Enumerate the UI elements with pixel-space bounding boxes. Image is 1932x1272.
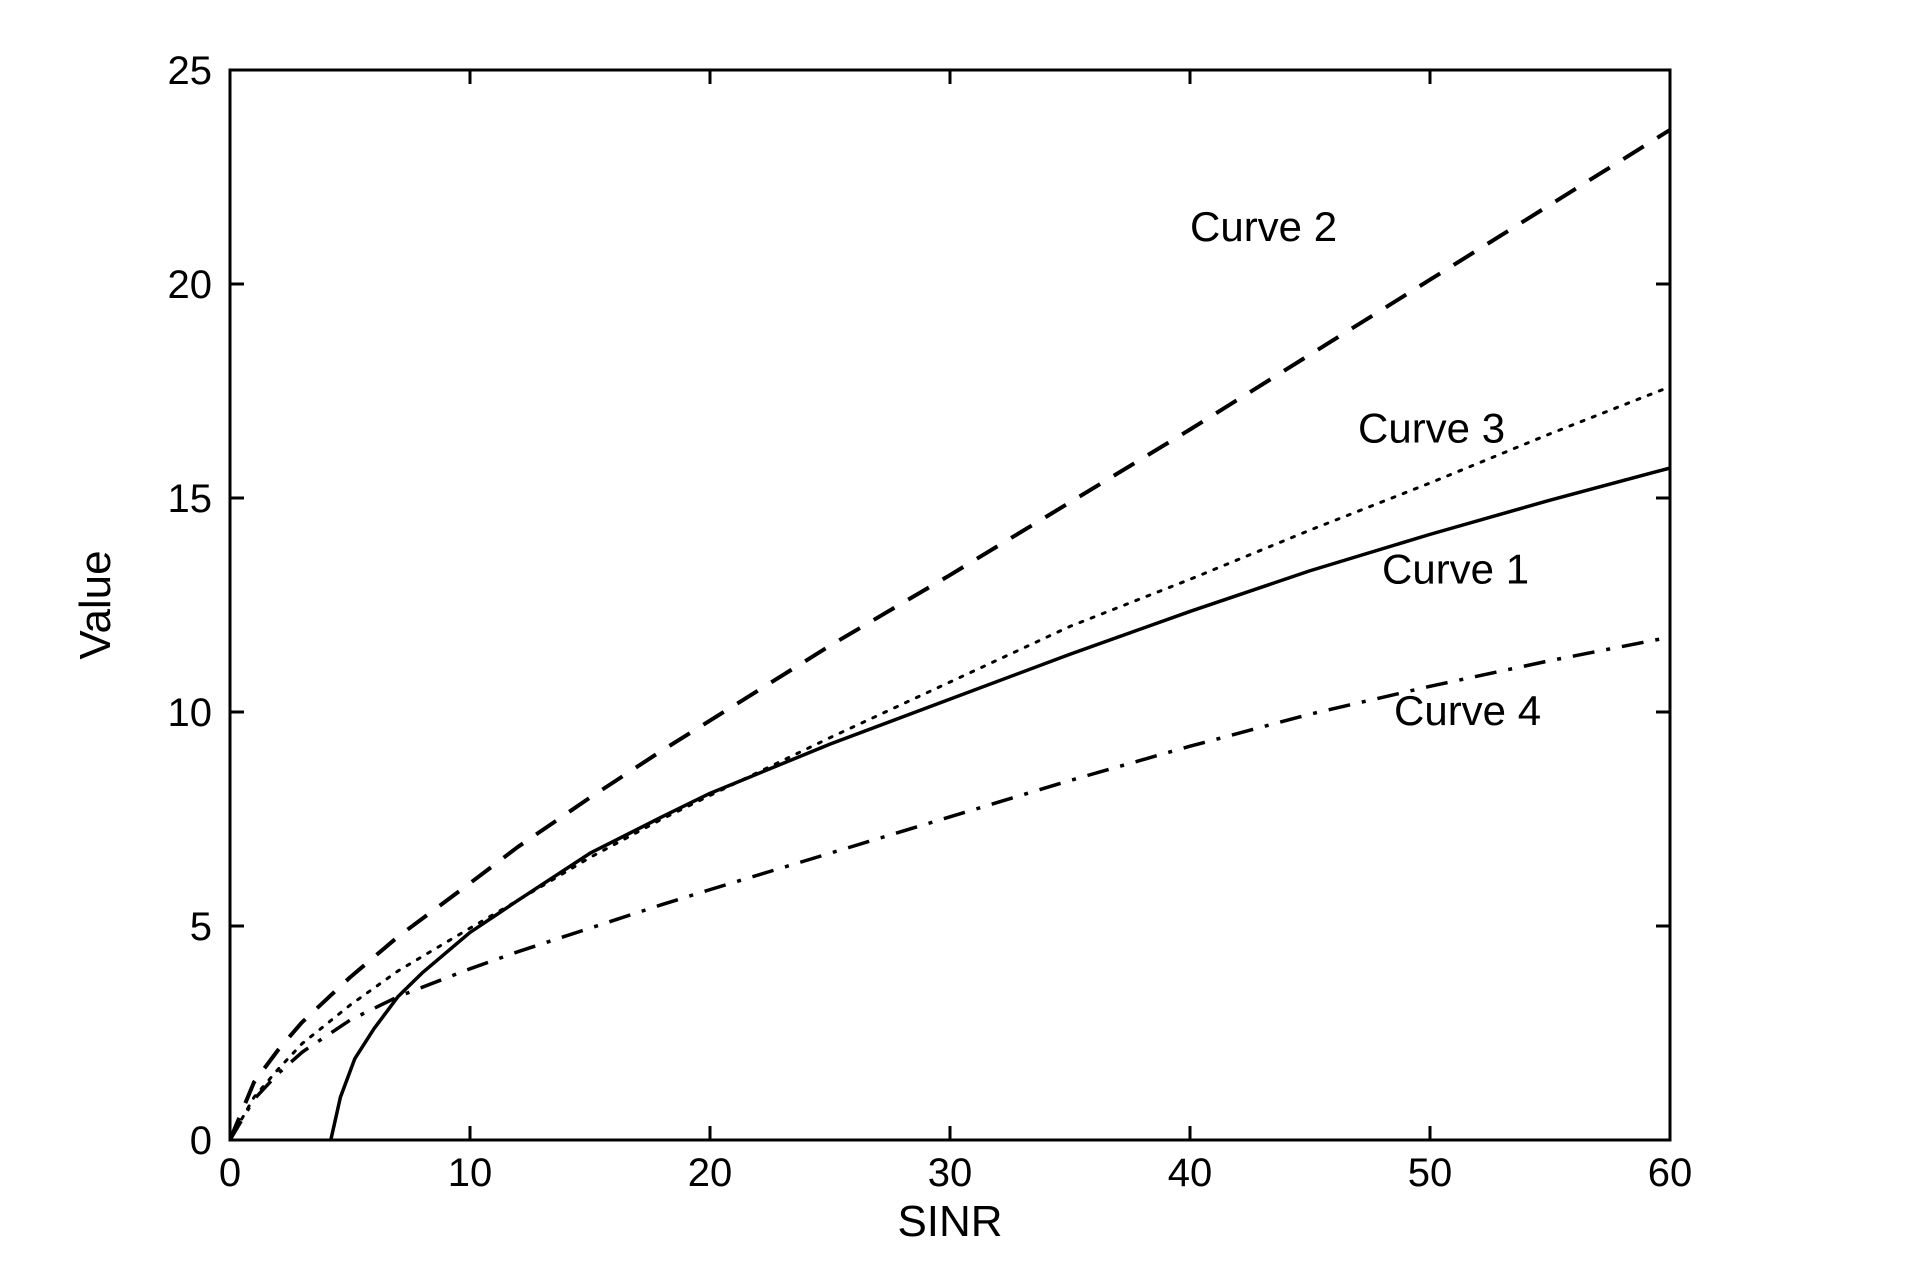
x-tick-label: 10	[448, 1151, 493, 1195]
y-tick-label: 20	[168, 263, 213, 307]
y-tick-label: 15	[168, 477, 213, 521]
plot-box	[230, 70, 1670, 1140]
x-tick-label: 20	[688, 1151, 733, 1195]
x-tick-label: 30	[928, 1151, 973, 1195]
y-axis-label: Value	[71, 550, 120, 659]
y-tick-label: 10	[168, 691, 213, 735]
curve-label-1: Curve 1	[1382, 546, 1529, 593]
curve-3	[230, 387, 1670, 1140]
y-tick-label: 0	[190, 1119, 212, 1163]
curve-label-2: Curve 2	[1190, 203, 1337, 250]
curve-label-4: Curve 4	[1394, 687, 1541, 734]
y-tick-label: 25	[168, 49, 213, 93]
chart-container: 0 10 20 30 40 50 60 0 5 10 15 20 25 SINR Value Curve 1 C…	[0, 0, 1932, 1272]
x-tick-label: 50	[1408, 1151, 1453, 1195]
x-axis-label: SINR	[897, 1197, 1002, 1246]
curve-2	[230, 130, 1670, 1140]
curve-label-3: Curve 3	[1358, 404, 1505, 451]
x-tick-label: 0	[219, 1151, 241, 1195]
chart-svg: 0 10 20 30 40 50 60 0 5 10 15 20 25 SINR Value Curve 1 C…	[0, 0, 1932, 1272]
y-tick-label: 5	[190, 905, 212, 949]
x-tick-label: 60	[1648, 1151, 1693, 1195]
x-tick-label: 40	[1168, 1151, 1213, 1195]
